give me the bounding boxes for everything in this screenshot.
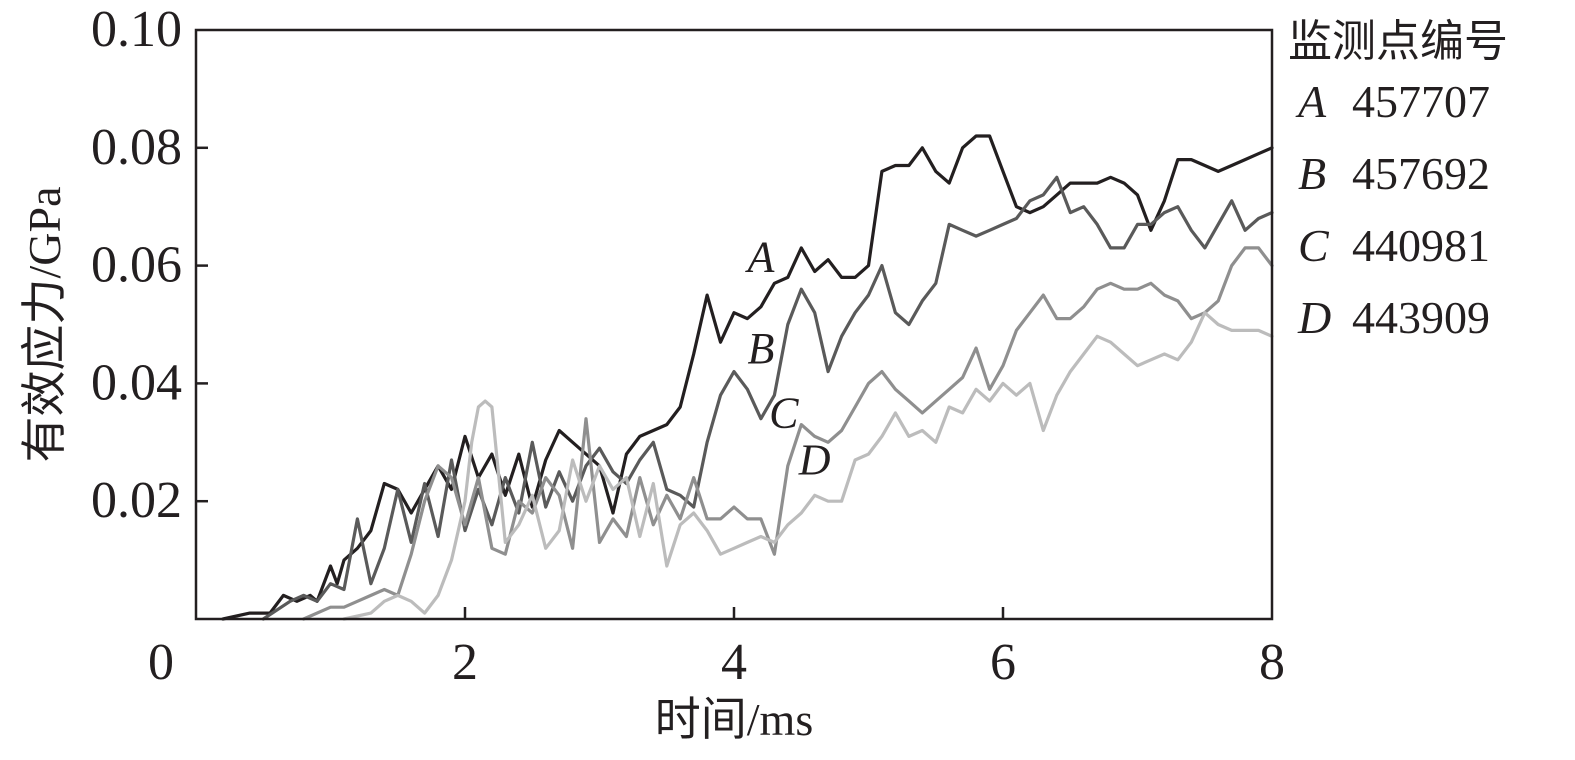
- legend: 监测点编号 A 457707 B 457692 C 440981 D 443909: [1288, 17, 1508, 343]
- x-tick-label: 0: [148, 634, 174, 691]
- series-line-b: [261, 175, 1274, 621]
- y-tick-label: 0.06: [91, 237, 182, 294]
- x-tick-label: 2: [452, 634, 478, 691]
- x-tick-label: 4: [721, 634, 747, 691]
- x-axis-title: 时间/ms: [655, 694, 813, 745]
- y-tick-label: 0.04: [91, 354, 182, 411]
- legend-key-d: D: [1297, 292, 1331, 343]
- legend-value-b: 457692: [1352, 148, 1490, 199]
- y-tick-label: 0.02: [91, 472, 182, 529]
- legend-key-b: B: [1298, 148, 1326, 199]
- series-line-c: [302, 246, 1274, 621]
- x-tick-label: 6: [990, 634, 1016, 691]
- y-tick-label: 0.10: [91, 1, 182, 58]
- series-layer: [221, 134, 1274, 621]
- series-label-c: C: [769, 389, 799, 438]
- series-line-d: [342, 311, 1274, 621]
- x-tick-label: 8: [1259, 634, 1285, 691]
- legend-title: 监测点编号: [1288, 17, 1508, 66]
- series-label-b: B: [747, 324, 774, 373]
- legend-value-c: 440981: [1352, 220, 1490, 271]
- series-label-d: D: [798, 436, 831, 485]
- legend-value-d: 443909: [1352, 292, 1490, 343]
- legend-value-a: 457707: [1352, 76, 1490, 127]
- legend-key-c: C: [1298, 220, 1330, 271]
- legend-key-a: A: [1295, 76, 1327, 127]
- ticks-layer: 0 2 4 6 8 0.02 0.04 0.06 0.08 0.10: [91, 1, 1285, 691]
- y-axis-title: 有效应力/GPa: [19, 187, 70, 463]
- y-tick-label: 0.08: [91, 119, 182, 176]
- series-label-a: A: [744, 232, 775, 281]
